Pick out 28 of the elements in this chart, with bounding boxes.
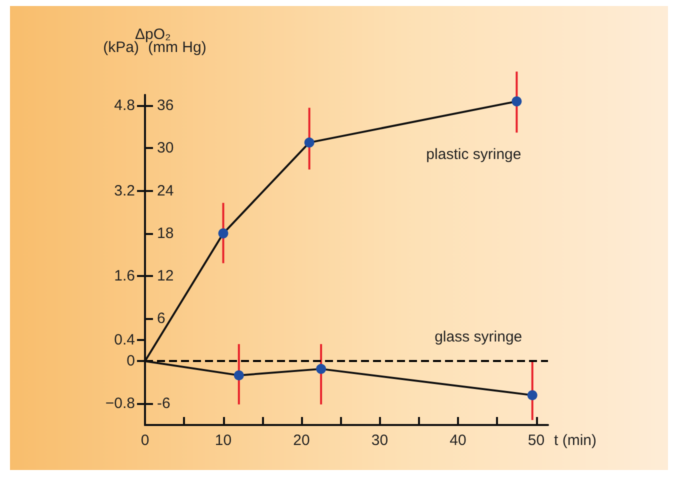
y-tick-label: 36 bbox=[157, 97, 174, 114]
y-tick-label: 6 bbox=[157, 310, 166, 328]
y-tick-label: 30 bbox=[157, 140, 174, 157]
x-tick-label: 0 bbox=[140, 432, 150, 449]
text: glass syringe bbox=[434, 328, 522, 346]
x-axis-title: t (min) bbox=[554, 432, 596, 449]
y-tick-label: -6 bbox=[157, 395, 170, 412]
point bbox=[218, 228, 228, 238]
y2-tick-label: 3.2 bbox=[114, 182, 135, 200]
point bbox=[316, 364, 326, 374]
point bbox=[304, 138, 314, 148]
y-tick-label: 18 bbox=[157, 224, 174, 242]
point bbox=[512, 96, 522, 106]
point bbox=[527, 390, 538, 400]
x-tick-label: 50 bbox=[528, 432, 545, 449]
point bbox=[234, 370, 244, 380]
y-tick-label: 12 bbox=[157, 267, 174, 284]
x-tick-label: 10 bbox=[214, 432, 232, 449]
y2-tick-label: −0.8 bbox=[105, 395, 135, 412]
y2-tick-label: 1.6 bbox=[114, 267, 135, 284]
series-label: plastic syringe bbox=[426, 146, 522, 163]
x-tick-label: 30 bbox=[371, 432, 388, 449]
y-tick-label: 24 bbox=[157, 182, 174, 200]
x-tick-label: 40 bbox=[450, 432, 466, 449]
x-tick-label: 20 bbox=[293, 432, 310, 449]
y2-tick-label: 4.8 bbox=[114, 97, 135, 114]
y2-tick-label: 0.4 bbox=[114, 331, 135, 348]
y2-tick-label: 0 bbox=[126, 352, 135, 370]
